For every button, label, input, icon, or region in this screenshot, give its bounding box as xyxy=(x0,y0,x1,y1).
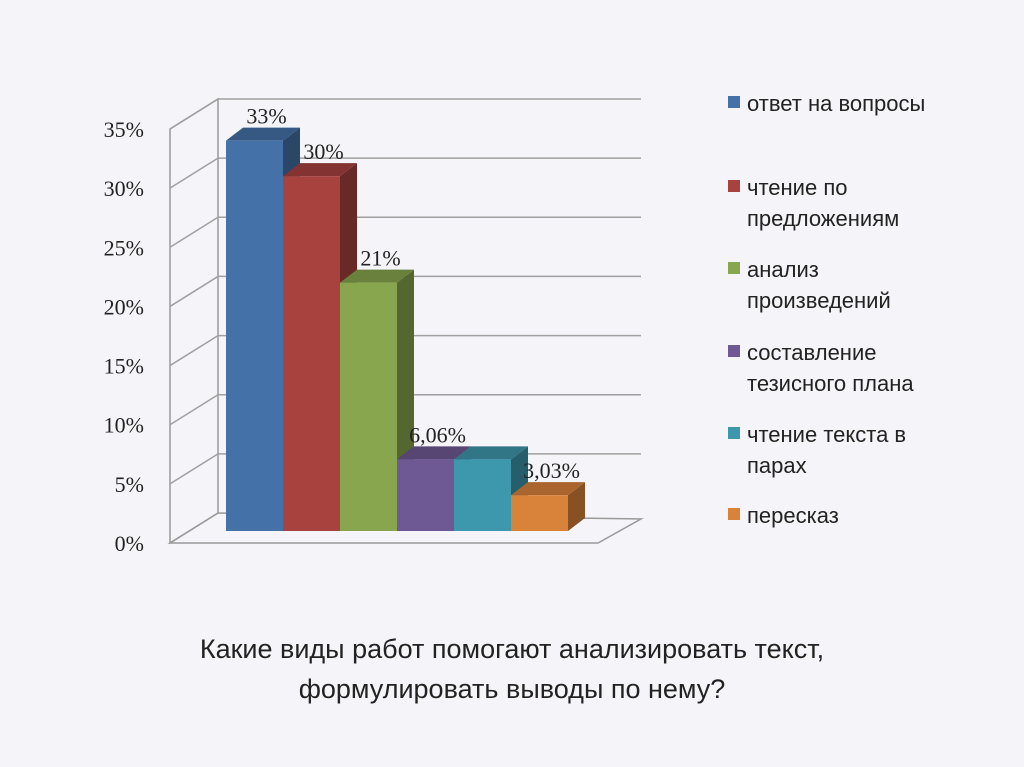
y-tick-label: 15% xyxy=(104,354,144,379)
y-tick-label: 10% xyxy=(104,413,144,438)
back-left-wall xyxy=(169,97,219,545)
legend-item: ответ на вопросы xyxy=(728,91,925,116)
legend-label: анализ xyxy=(747,257,819,282)
bar-top xyxy=(397,446,471,460)
legend-item: составление тезисного плана xyxy=(728,340,914,396)
data-label: 30% xyxy=(303,139,343,164)
legend-swatch xyxy=(728,96,740,108)
legend: ответ на вопросы чтение по предложениям ана… xyxy=(728,91,925,528)
data-label: 6,06% xyxy=(409,422,466,447)
y-tick-label: 5% xyxy=(115,472,144,497)
bar xyxy=(511,482,585,531)
y-tick-label: 30% xyxy=(104,176,144,201)
bar-top xyxy=(340,269,414,283)
bar-front xyxy=(226,140,283,531)
bar-top xyxy=(226,127,300,141)
bar-front xyxy=(340,282,397,531)
floor xyxy=(167,512,644,544)
y-tick-label: 35% xyxy=(104,117,144,142)
legend-label: произведений xyxy=(747,288,891,313)
bar-front xyxy=(397,459,454,531)
y-tick-label: 25% xyxy=(104,235,144,260)
data-labels: 33% 30% 21% 6,06% 3,03% xyxy=(246,104,580,484)
bars xyxy=(226,127,585,532)
caption-line-2: формулировать выводы по нему? xyxy=(298,674,726,704)
legend-label: чтение текста в xyxy=(747,422,906,447)
data-label: 21% xyxy=(360,246,400,271)
bar-side xyxy=(568,482,585,531)
legend-label: составление xyxy=(747,340,876,365)
bar-top xyxy=(283,163,357,177)
data-label: 3,03% xyxy=(523,458,580,483)
legend-swatch xyxy=(728,180,740,192)
legend-label: пересказ xyxy=(747,503,839,528)
y-tick-label: 0% xyxy=(115,531,144,556)
legend-item: чтение текста в парах xyxy=(728,422,906,478)
gridline xyxy=(169,98,641,130)
legend-label: тезисного плана xyxy=(747,371,914,396)
gridlines xyxy=(169,98,641,485)
legend-label: парах xyxy=(747,453,807,478)
bar-top xyxy=(511,482,585,496)
bar-front xyxy=(511,495,568,531)
bar-top xyxy=(454,446,528,460)
bar-front xyxy=(454,459,511,531)
legend-item: чтение по предложениям xyxy=(728,175,899,231)
legend-item: анализ произведений xyxy=(728,257,891,313)
gridline xyxy=(169,157,641,189)
gridline xyxy=(169,334,641,367)
y-tick-label: 20% xyxy=(104,294,144,319)
legend-swatch xyxy=(728,345,740,357)
legend-label: ответ на вопросы xyxy=(747,91,925,116)
legend-item: пересказ xyxy=(728,503,839,528)
legend-swatch xyxy=(728,262,740,274)
legend-label: предложениям xyxy=(747,206,899,231)
gridline xyxy=(169,216,641,248)
legend-swatch xyxy=(728,427,740,439)
gridline xyxy=(169,393,641,426)
y-axis-ticks: 0% 5% 10% 15% 20% 25% 30% 35% xyxy=(104,117,144,556)
legend-label: чтение по xyxy=(747,175,847,200)
data-label: 33% xyxy=(246,104,286,129)
legend-swatch xyxy=(728,508,740,520)
bar-front xyxy=(283,176,340,531)
gridline xyxy=(169,275,641,308)
caption-line-1: Какие виды работ помогают анализировать … xyxy=(199,634,825,664)
